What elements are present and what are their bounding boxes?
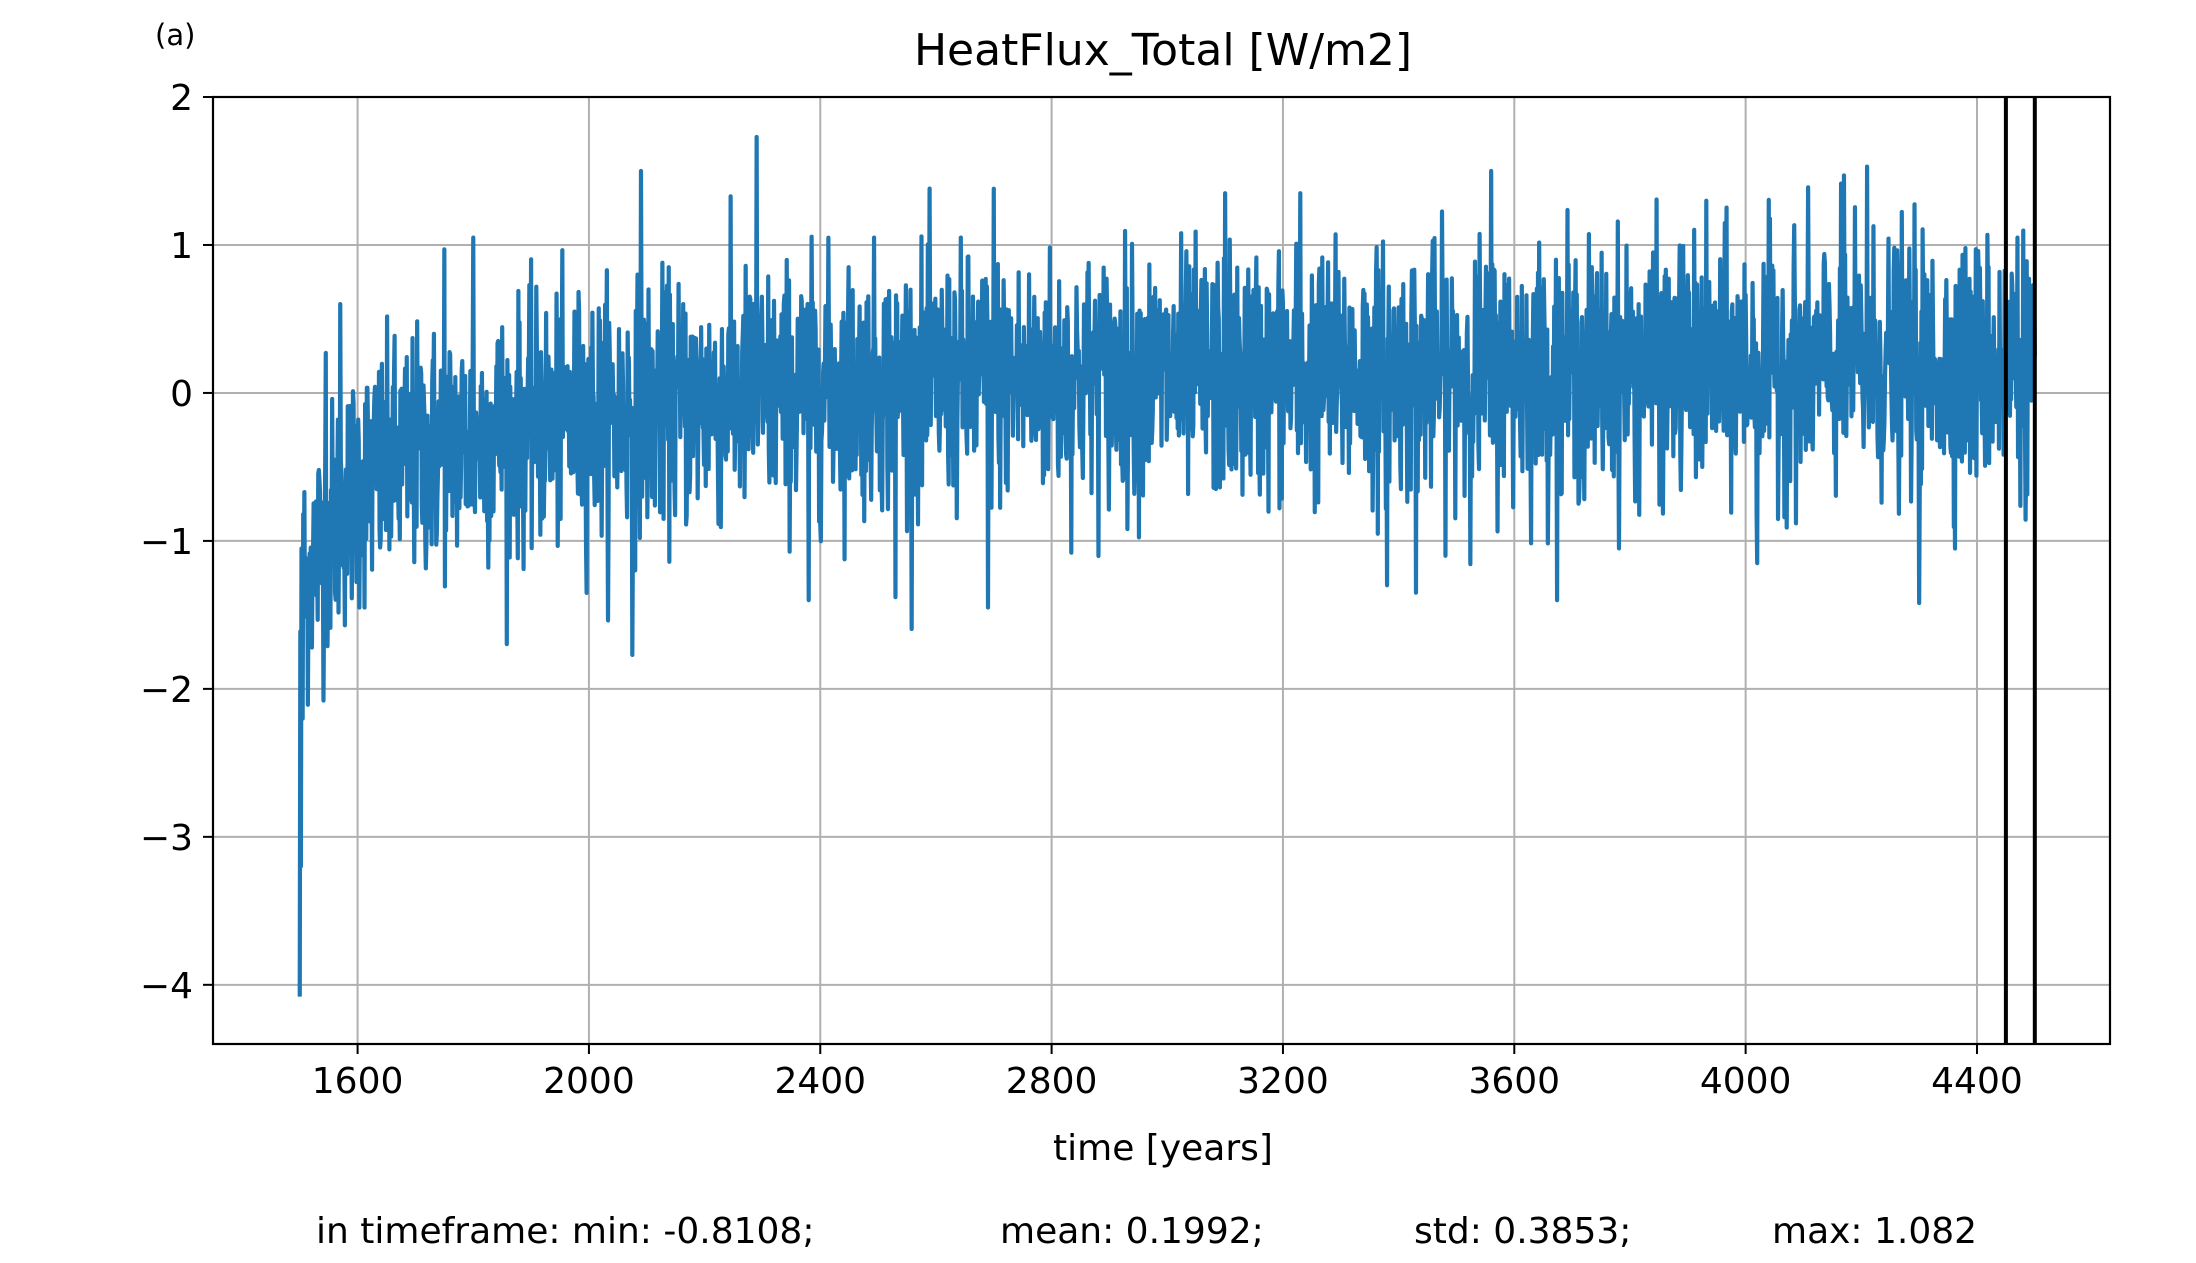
x-tick-label: 4000 [1700, 1061, 1792, 1102]
x-tick-label: 3200 [1237, 1061, 1329, 1102]
x-tick-label: 1600 [312, 1061, 404, 1102]
x-tick-label: 3600 [1468, 1061, 1560, 1102]
x-axis-label: time [years] [1053, 1128, 1273, 1169]
panel-label: (a) [155, 18, 195, 52]
y-tick-label: −1 [140, 522, 193, 563]
x-tick-label: 4400 [1931, 1061, 2023, 1102]
y-tick-label: 2 [170, 78, 193, 119]
footer-max: max: 1.082 [1772, 1211, 1977, 1252]
y-tick-label: −4 [140, 966, 193, 1007]
footer-min: in timeframe: min: -0.8108; [316, 1211, 814, 1252]
y-tick-label: 1 [170, 226, 193, 267]
plot-frame [211, 95, 2112, 1046]
y-tick-label: 0 [170, 374, 193, 415]
footer-mean: mean: 0.1992; [1000, 1211, 1264, 1252]
x-tick-label: 2800 [1006, 1061, 1098, 1102]
footer-std: std: 0.3853; [1414, 1211, 1631, 1252]
x-tick-label: 2400 [774, 1061, 866, 1102]
x-tick-label: 2000 [543, 1061, 635, 1102]
y-tick-label: −3 [140, 818, 193, 859]
y-tick-label: −2 [140, 670, 193, 711]
heatflux-series-line [297, 134, 2037, 997]
chart-title: HeatFlux_Total [W/m2] [914, 25, 1412, 76]
